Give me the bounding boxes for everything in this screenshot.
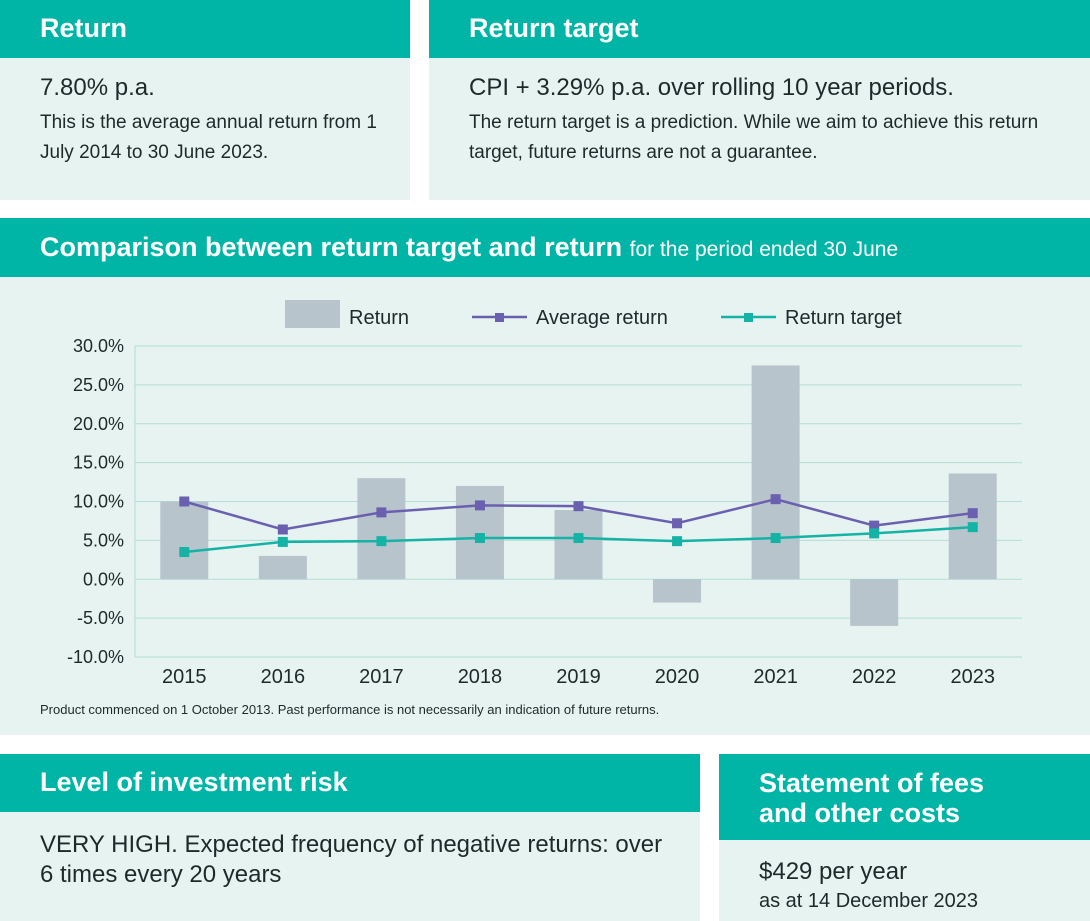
line-marker bbox=[474, 533, 485, 544]
legend-swatch bbox=[744, 313, 753, 322]
y-tick-label: 25.0% bbox=[73, 375, 124, 395]
legend-label: Return bbox=[349, 307, 409, 329]
x-tick-label: 2017 bbox=[359, 666, 404, 688]
bar bbox=[653, 579, 702, 603]
line-marker bbox=[376, 536, 387, 547]
line-marker bbox=[277, 524, 288, 535]
x-tick-label: 2018 bbox=[458, 666, 503, 688]
y-tick-label: 0.0% bbox=[83, 569, 124, 589]
x-tick-label: 2020 bbox=[655, 666, 700, 688]
line-marker bbox=[770, 494, 781, 505]
line-marker bbox=[573, 533, 584, 544]
bar bbox=[850, 579, 899, 626]
risk-value: VERY HIGH. Expected frequency of negativ… bbox=[40, 831, 663, 888]
line-marker bbox=[376, 507, 387, 518]
chart-panel: 30.0% 25.0% 20.0% 15.0% 10.0% 5.0% 0.0% -5.0% -1… bbox=[0, 277, 1090, 735]
chart-title: Comparison between return target and ret… bbox=[40, 232, 623, 262]
line-marker bbox=[869, 528, 880, 539]
chart-header: Comparison between return target and ret… bbox=[0, 218, 1090, 277]
line-marker bbox=[869, 520, 880, 531]
target-description: The return target is a prediction. While… bbox=[469, 112, 1039, 163]
y-tick-label: 10.0% bbox=[73, 492, 124, 512]
fees-description: as at 14 December 2023 bbox=[759, 890, 979, 912]
chart-subtitle: for the period ended 30 June bbox=[629, 238, 899, 261]
line-marker bbox=[672, 518, 683, 529]
y-tick-label: -10.0% bbox=[67, 647, 124, 667]
y-tick-label: 20.0% bbox=[73, 414, 124, 434]
x-tick-label: 2019 bbox=[556, 666, 601, 688]
line-marker bbox=[179, 547, 190, 558]
target-value: CPI + 3.29% p.a. over rolling 10 year pe… bbox=[469, 74, 954, 101]
bar bbox=[554, 510, 603, 580]
panel-title: Statement of fees and other costs bbox=[719, 754, 1090, 840]
panel-title: Return target bbox=[429, 0, 1090, 58]
line-marker bbox=[573, 501, 584, 512]
x-tick-label: 2016 bbox=[261, 666, 306, 688]
x-tick-label: 2023 bbox=[950, 666, 995, 688]
bar bbox=[751, 365, 800, 580]
fees-title: Statement of fees and other costs bbox=[759, 768, 985, 828]
panel: VERY HIGH. Expected frequency of negativ… bbox=[0, 812, 700, 921]
line-marker bbox=[474, 500, 485, 511]
bar bbox=[357, 478, 406, 580]
legend-swatch bbox=[495, 313, 504, 322]
panel-title: Return bbox=[0, 0, 410, 58]
y-tick-label: -5.0% bbox=[77, 608, 124, 628]
panel: 7.80% p.a. This is the average annual re… bbox=[0, 58, 410, 200]
x-tick-label: 2021 bbox=[753, 666, 798, 688]
x-tick-label: 2015 bbox=[162, 666, 207, 688]
return-value: 7.80% p.a. bbox=[40, 74, 155, 101]
legend-swatch bbox=[285, 300, 340, 328]
panel-title: Level of investment risk bbox=[0, 754, 700, 812]
x-tick-label: 2022 bbox=[852, 666, 897, 688]
bar bbox=[455, 485, 504, 580]
line-marker bbox=[967, 508, 978, 519]
line-marker bbox=[967, 522, 978, 533]
y-tick-label: 15.0% bbox=[73, 453, 124, 473]
y-tick-label: 5.0% bbox=[83, 530, 124, 550]
fees-value: $429 per year bbox=[759, 858, 908, 885]
return-description: This is the average annual return from 1… bbox=[40, 112, 377, 163]
chart: 30.0% 25.0% 20.0% 15.0% 10.0% 5.0% 0.0% -5.0% -1… bbox=[40, 300, 1022, 717]
legend-label: Return target bbox=[785, 307, 902, 329]
bar bbox=[160, 501, 209, 580]
y-tick-label: 30.0% bbox=[73, 336, 124, 356]
line-marker bbox=[770, 533, 781, 544]
panel: CPI + 3.29% p.a. over rolling 10 year pe… bbox=[429, 58, 1090, 200]
chart-note: Product commenced on 1 October 2013. Pas… bbox=[40, 702, 659, 717]
legend-label: Average return bbox=[536, 307, 668, 329]
line-marker bbox=[672, 536, 683, 547]
bar bbox=[258, 555, 307, 580]
panel: $429 per year as at 14 December 2023 bbox=[719, 840, 1090, 921]
line-marker bbox=[277, 536, 288, 547]
line-marker bbox=[179, 496, 190, 507]
